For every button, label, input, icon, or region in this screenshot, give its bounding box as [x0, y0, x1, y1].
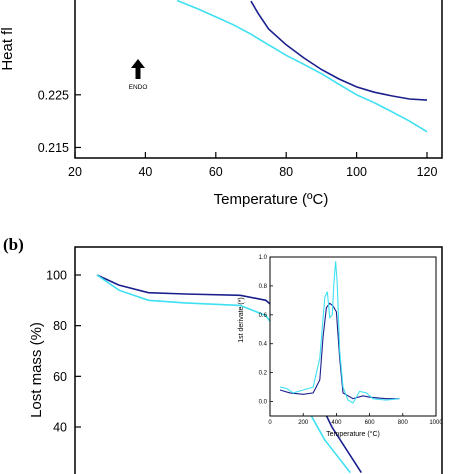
inset-x-tick-label: 800: [398, 420, 409, 426]
panel-a-y-axis-title: Heat fl: [0, 27, 16, 70]
panel-b-frame: [74, 246, 443, 474]
panel-a-x-tick-label: 120: [417, 165, 438, 179]
panel-a-x-axis-title: Temperature (ºC): [214, 191, 329, 208]
inset-x-axis-title: Temperature (°C): [326, 430, 380, 438]
panel-b-ticks: 40 60 80 100: [46, 269, 81, 435]
inset-ticks: 0 200 400 600 800 1000 0.0 0.2 0.4 0.6 0.8 1.0: [259, 255, 444, 426]
panel-a: 20 40 60 80 100 120 0.215 0.225 Heat fl Tempera…: [0, 0, 443, 208]
inset-y-tick-label: 0.0: [259, 400, 268, 406]
panel-a-series-line-2: [176, 0, 428, 133]
inset-x-tick-label: 1000: [429, 420, 443, 426]
panel-a-x-tick-label: 40: [138, 165, 152, 179]
panel-a-x-tick-label: 20: [68, 165, 82, 179]
inset-y-tick-label: 0.6: [259, 313, 268, 319]
inset-x-tick-label: 0: [268, 420, 272, 426]
inset-y-tick-label: 0.4: [259, 342, 268, 348]
inset-chart: 0 200 400 600 800 1000 0.0 0.2 0.4 0.6 0.8 1.0 1st …: [238, 255, 443, 438]
inset-y-tick-label: 0.8: [259, 284, 268, 290]
inset-frame: [269, 256, 437, 417]
endo-annotation: ENDO: [129, 84, 148, 91]
inset-series: [279, 261, 400, 404]
inset-y-tick-label: 1.0: [259, 255, 268, 261]
inset-y-tick-label: 0.2: [259, 371, 268, 377]
inset-x-tick-label: 200: [298, 420, 309, 426]
panel-a-x-tick-label: 100: [346, 165, 367, 179]
panel-a-ticks: 20 40 60 80 100 120 0.215 0.225: [38, 88, 438, 179]
panel-a-x-tick-label: 80: [279, 165, 293, 179]
endo-arrow-icon: [131, 59, 145, 79]
panel-a-y-tick-label: 0.225: [38, 88, 69, 102]
panel-a-series-line-1: [250, 0, 428, 101]
panel-b-y-tick-label: 80: [53, 319, 67, 333]
panel-a-y-tick-label: 0.215: [38, 141, 69, 155]
panel-b-series-line-2: [96, 274, 351, 474]
inset-series-line-2: [279, 261, 400, 404]
panel-a-series: [176, 0, 428, 133]
panel-b-y-tick-label: 100: [46, 269, 67, 283]
inset-y-axis-title: 1st derivate (*): [238, 297, 245, 343]
inset-x-tick-label: 600: [365, 420, 376, 426]
panel-b-y-tick-label: 60: [53, 370, 67, 384]
panel-b-label: (b): [3, 235, 24, 254]
panel-a-x-tick-label: 60: [209, 165, 223, 179]
panel-b-y-tick-label: 40: [53, 421, 67, 435]
inset-x-tick-label: 400: [331, 420, 342, 426]
panel-b-y-axis-title: Lost mass (%): [28, 322, 45, 418]
panel-a-frame: [74, 0, 443, 159]
